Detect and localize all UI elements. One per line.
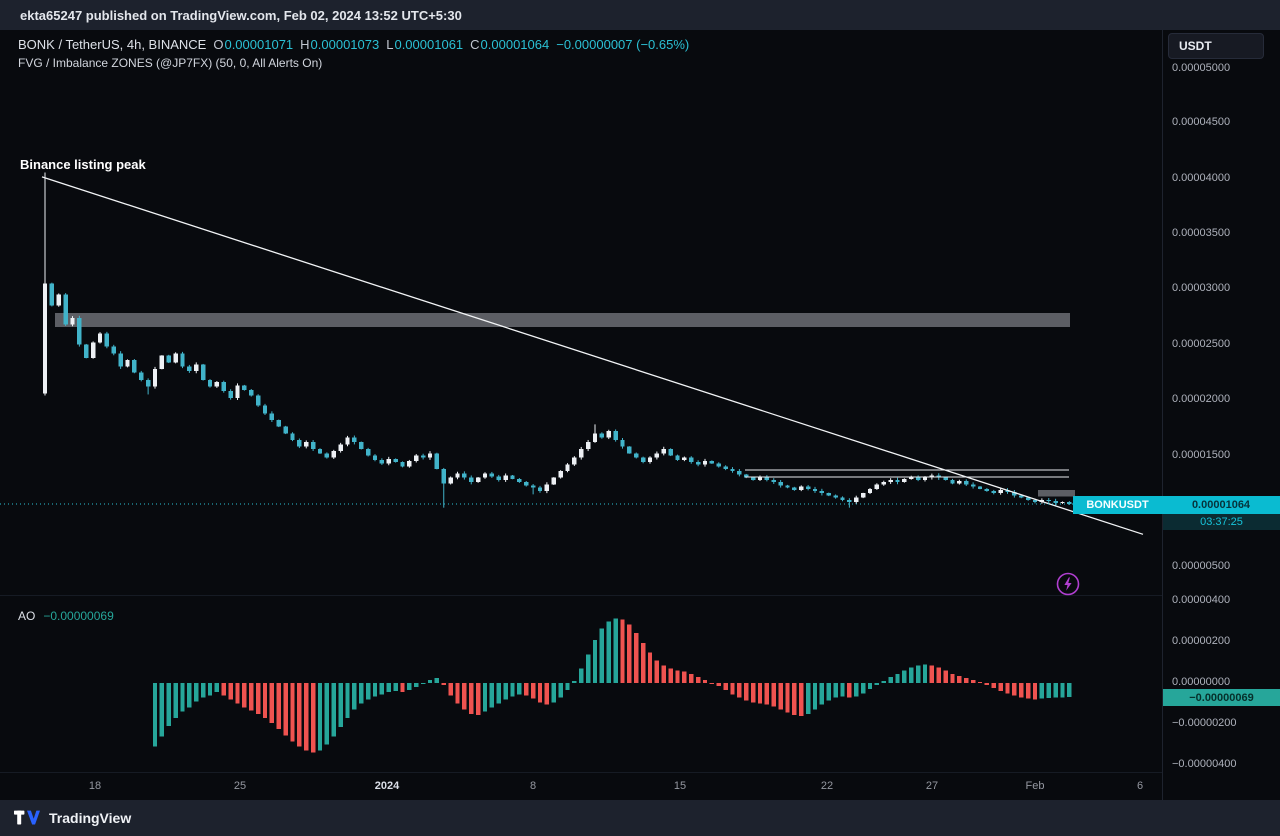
bar-countdown: 03:37:25 [1163,514,1280,530]
change-value: −0.00000007 (−0.65%) [556,37,690,52]
time-axis[interactable]: 18 25 2024 8 15 22 27 Feb 6 [0,772,1162,801]
price-axis-label: 0.00000500 [1172,560,1231,572]
price-panel-canvas[interactable] [0,30,1162,595]
boost-lightning-button[interactable] [1054,570,1082,598]
ohlc-close-label: C [470,37,480,52]
ohlc-high-value: 0.00001073 [310,37,380,52]
time-axis-label: 8 [529,780,537,792]
ohlc-open-value: 0.00001071 [224,37,294,52]
ao-legend[interactable]: AO −0.00000069 [18,609,114,623]
trendline-annotation: Binance listing peak [20,157,146,172]
ohlc-open-label: O [213,37,224,52]
imbalance-zone[interactable] [55,312,1070,327]
time-axis-label: 6 [1136,780,1144,792]
ohlc-low-label: L [386,37,394,52]
tradingview-wordmark[interactable]: TradingView [49,810,132,826]
ao-title: AO [18,609,36,623]
trendline[interactable] [41,176,1144,535]
currency-toggle-button[interactable]: USDT [1168,33,1264,59]
ao-axis-label: 0.00000400 [1172,594,1231,606]
price-scale[interactable]: USDT 0.00005000 0.00004500 0.00004000 0.000… [1162,30,1280,800]
ao-axis-label: −0.00000400 [1172,758,1237,770]
ohlc-low-value: 0.00001061 [394,37,464,52]
ao-panel-canvas[interactable] [0,595,1162,773]
ao-histogram-series [152,618,1072,753]
publish-bar: ekta65247 published on TradingView.com, … [0,0,1280,30]
price-axis-label: 0.00001500 [1172,449,1231,461]
symbol-ohlc-row: BONK / TetherUS, 4h, BINANCE O0.00001071 H… [18,38,689,51]
ao-current-value: −0.00000069 [43,609,114,623]
ao-axis-label: −0.00000200 [1172,717,1237,729]
time-axis-label: 18 [88,780,102,792]
price-axis-label: 0.00005000 [1172,62,1231,74]
publish-caption: ekta65247 published on TradingView.com, … [20,7,462,23]
time-axis-label: 2024 [374,780,400,792]
price-axis-label: 0.00003500 [1172,227,1231,239]
price-axis-label: 0.00004000 [1172,172,1231,184]
last-price-tag: BONKUSDT 0.00001064 [1073,496,1280,514]
time-axis-label: 25 [233,780,247,792]
price-axis-label: 0.00002500 [1172,338,1231,350]
ohlc-close-value: 0.00001064 [480,37,550,52]
time-axis-label: 22 [820,780,834,792]
price-axis-label: 0.00002000 [1172,393,1231,405]
tradingview-logo-icon[interactable] [14,810,40,826]
indicator-legend[interactable]: FVG / Imbalance ZONES (@JP7FX) (50, 0, A… [18,56,323,70]
last-price-symbol: BONKUSDT [1073,496,1162,514]
symbol-title[interactable]: BONK / TetherUS, 4h, BINANCE [18,37,207,52]
ohlc-high-label: H [300,37,310,52]
chart-legend: BONK / TetherUS, 4h, BINANCE O0.00001071 H… [18,38,689,69]
footer-bar: TradingView [0,800,1280,836]
ao-value-tag: −0.00000069 [1163,689,1280,706]
price-axis-label: 0.00004500 [1172,116,1231,128]
ao-axis-label: 0.00000200 [1172,635,1231,647]
time-axis-label: Feb [1025,780,1045,792]
imbalance-zone[interactable] [1038,489,1075,497]
last-price-value: 0.00001064 [1162,496,1280,514]
ao-axis-label: 0.00000000 [1172,676,1231,688]
price-axis-label: 0.00003000 [1172,282,1231,294]
candlestick-series [42,172,1072,508]
lightning-icon [1056,572,1080,596]
time-axis-label: 27 [925,780,939,792]
time-axis-label: 15 [673,780,687,792]
